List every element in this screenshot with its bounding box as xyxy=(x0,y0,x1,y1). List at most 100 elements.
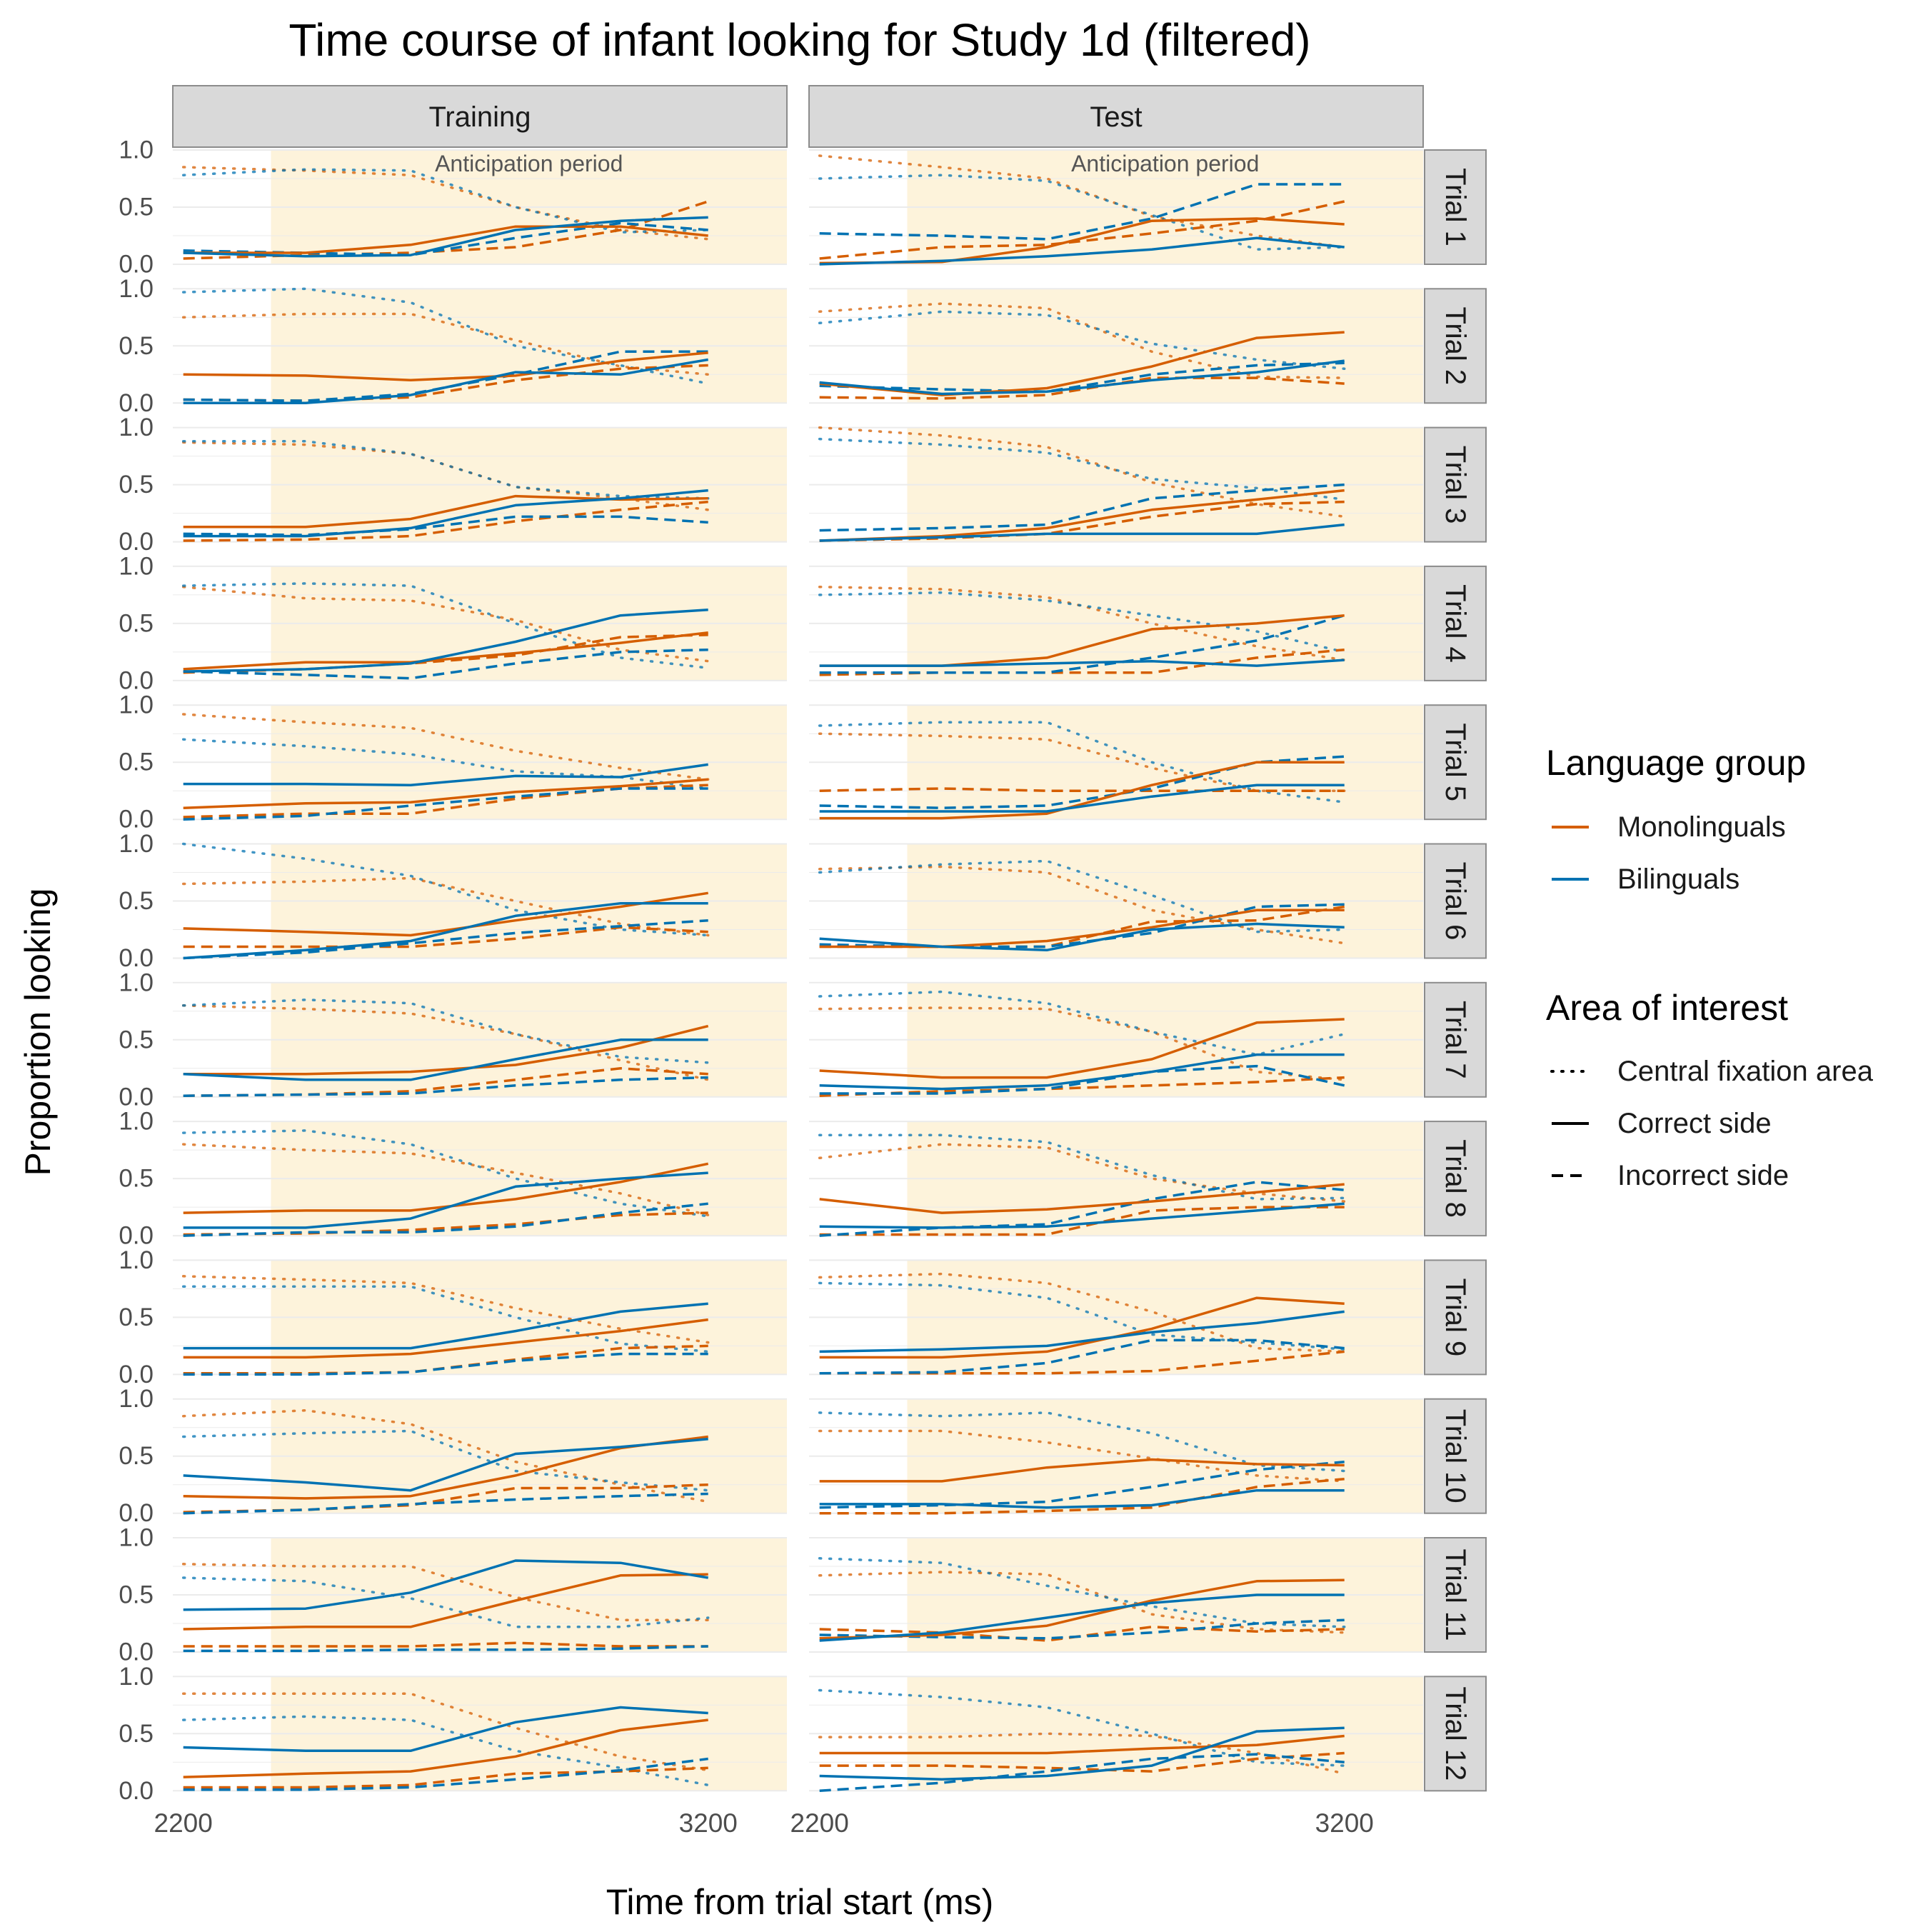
series-line-mono-central xyxy=(181,1692,710,1772)
row-strip-label: Trial 12 xyxy=(1440,1686,1471,1781)
panel-test-trial-6 xyxy=(809,843,1423,959)
row-strip-box xyxy=(1424,981,1487,1098)
row-strip-label: Trial 5 xyxy=(1440,723,1471,801)
series-line-bi-incorrect xyxy=(819,1064,1345,1095)
series-line-bi-central xyxy=(181,1285,710,1353)
series-line-bi-incorrect xyxy=(183,1352,708,1376)
series-line-mono-correct xyxy=(819,1458,1345,1483)
series-line-mono-incorrect xyxy=(183,1483,708,1513)
y-tick-label: 0.0 xyxy=(119,251,154,279)
y-tick-label: 0.0 xyxy=(119,806,154,834)
y-tick-label: 0.0 xyxy=(119,389,154,417)
series-line-bi-correct xyxy=(183,1559,708,1611)
series-line-bi-central xyxy=(818,859,1346,934)
series-line-bi-incorrect xyxy=(183,515,708,536)
series-line-mono-incorrect xyxy=(183,1067,708,1097)
series-line-mono-central xyxy=(818,1571,1346,1634)
series-line-mono-incorrect xyxy=(819,376,1345,400)
series-line-bi-correct xyxy=(819,1310,1345,1353)
legend-label-central: Central fixation area xyxy=(1617,1056,1874,1087)
series-line-mono-incorrect xyxy=(183,634,708,674)
series-line-bi-correct xyxy=(183,608,708,673)
series-line-mono-central xyxy=(818,1272,1346,1353)
series-line-mono-central xyxy=(818,1143,1346,1203)
y-tick-label: 0.5 xyxy=(119,194,154,221)
panel-training-trial-2 xyxy=(173,287,787,405)
series-line-bi-correct xyxy=(183,489,708,538)
legend-label-correct: Correct side xyxy=(1617,1108,1772,1139)
series-line-bi-incorrect xyxy=(819,1338,1345,1375)
series-line-mono-central xyxy=(818,865,1346,945)
series-line-bi-central xyxy=(181,440,710,500)
y-tick-label: 1.0 xyxy=(119,1663,154,1691)
panel-training-trial-7 xyxy=(173,981,787,1098)
legend-title-area-of-interest: Area of interest xyxy=(1546,988,1788,1028)
axes: 0.00.51.00.00.51.00.00.51.00.00.51.00.00… xyxy=(119,136,1374,1838)
row-strip-trial-3: Trial 3 xyxy=(1424,426,1487,543)
series-line-bi-correct xyxy=(819,1053,1345,1091)
series-line-bi-central xyxy=(181,1429,710,1492)
x-tick-label: 2200 xyxy=(154,1808,213,1838)
y-tick-label: 0.5 xyxy=(119,1442,154,1470)
series-line-bi-incorrect xyxy=(819,361,1345,394)
series-line-bi-correct xyxy=(819,659,1345,667)
series-line-bi-incorrect xyxy=(183,221,708,256)
series-line-bi-incorrect xyxy=(183,1202,708,1237)
series-line-mono-incorrect xyxy=(819,1477,1345,1515)
y-tick-label: 1.0 xyxy=(119,136,154,164)
series-line-mono-central xyxy=(818,302,1346,379)
series-line-mono-central xyxy=(181,876,710,937)
series-line-bi-central xyxy=(818,310,1346,371)
series-line-bi-correct xyxy=(819,359,1345,396)
column-strip-test: Test xyxy=(808,85,1424,148)
row-strip-box xyxy=(1424,1676,1487,1792)
row-strip-box xyxy=(1424,843,1487,959)
y-tick-label: 0.0 xyxy=(119,1777,154,1805)
series-line-mono-central xyxy=(181,585,710,663)
series-line-bi-incorrect xyxy=(183,1645,708,1653)
x-tick-label: 3200 xyxy=(1315,1808,1374,1838)
anticipation-period-label: Anticipation period xyxy=(435,151,623,176)
y-tick-label: 0.0 xyxy=(119,1361,154,1388)
series-line-bi-correct xyxy=(183,358,708,405)
series-line-bi-incorrect xyxy=(819,1460,1345,1509)
series-line-mono-central xyxy=(181,1143,710,1217)
series-line-bi-correct xyxy=(819,1202,1345,1229)
legend-label-mono: Monolinguals xyxy=(1617,811,1786,843)
series-line-bi-central xyxy=(181,842,710,937)
series-line-bi-central xyxy=(818,721,1346,804)
legend-label-incorrect: Incorrect side xyxy=(1617,1160,1789,1191)
series-line-mono-correct xyxy=(819,1018,1345,1079)
y-axis-title: Proportion looking xyxy=(18,888,58,1176)
series-line-bi-incorrect xyxy=(183,350,708,402)
series-line-mono-central xyxy=(181,1563,710,1621)
y-tick-label: 1.0 xyxy=(119,1246,154,1274)
series-line-bi-incorrect xyxy=(819,903,1345,949)
series-line-mono-incorrect xyxy=(819,500,1345,542)
series-line-bi-incorrect xyxy=(183,648,708,680)
y-tick-label: 0.5 xyxy=(119,1581,154,1609)
series-line-bi-correct xyxy=(183,901,708,960)
row-strip-trial-6: Trial 6 xyxy=(1424,843,1487,959)
x-tick-label: 3200 xyxy=(679,1808,738,1838)
column-strip-label: Test xyxy=(1090,101,1142,133)
row-strip-box xyxy=(1424,565,1487,681)
row-strip-label: Trial 7 xyxy=(1440,1001,1471,1079)
y-tick-label: 0.5 xyxy=(119,887,154,915)
series-line-bi-central xyxy=(181,582,710,670)
column-strip-box xyxy=(172,85,788,148)
series-line-bi-incorrect xyxy=(183,1076,708,1097)
series-line-bi-central xyxy=(818,591,1346,654)
row-strip-label: Trial 2 xyxy=(1440,306,1471,385)
series-line-mono-incorrect xyxy=(819,905,1345,949)
series-line-mono-central xyxy=(181,312,710,376)
column-strip-label: Training xyxy=(428,101,531,133)
panel-test-trial-5 xyxy=(809,704,1423,821)
series-line-mono-central xyxy=(818,1429,1346,1483)
y-tick-label: 1.0 xyxy=(119,830,154,858)
series-line-mono-incorrect xyxy=(183,926,708,949)
series-line-bi-correct xyxy=(819,1593,1345,1642)
series-line-bi-incorrect xyxy=(183,1492,708,1515)
series-line-bi-correct xyxy=(183,1437,708,1492)
